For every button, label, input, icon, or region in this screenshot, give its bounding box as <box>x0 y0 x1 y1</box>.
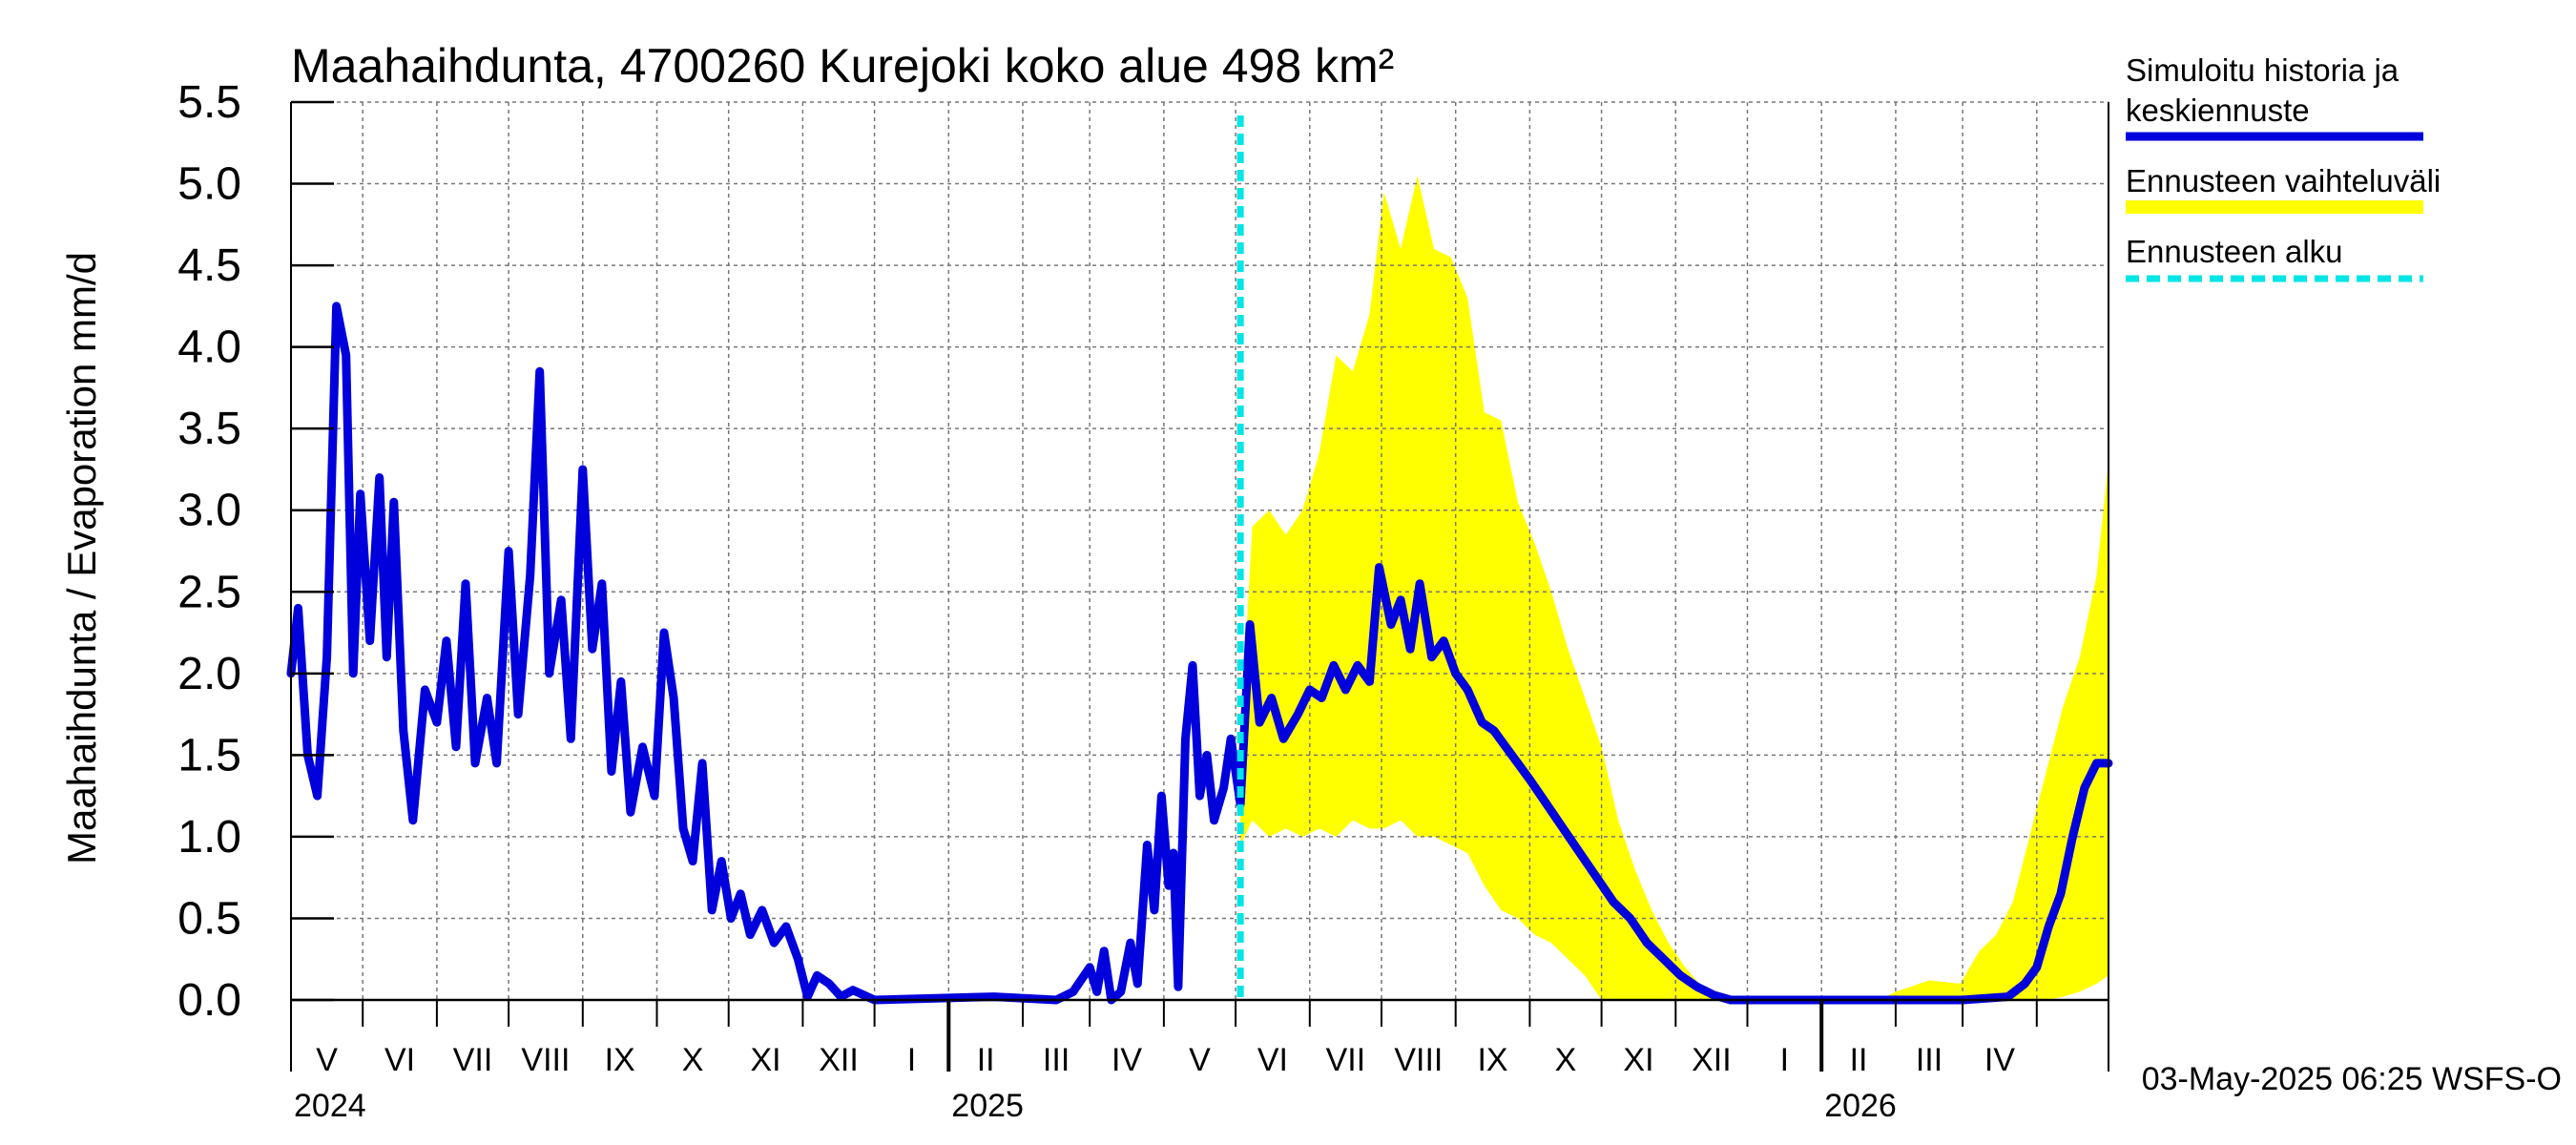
month-tick-label: VI <box>384 1042 415 1078</box>
year-label: 2026 <box>1824 1088 1897 1124</box>
month-tick-label: IV <box>1111 1042 1142 1078</box>
y-axis-label: Maahaihdunta / Evaporation mm/d <box>59 252 104 864</box>
month-tick-label: VIII <box>521 1042 570 1078</box>
month-tick-label: VII <box>1326 1042 1366 1078</box>
month-tick-label: VII <box>453 1042 493 1078</box>
legend-label-forecast-start: Ennusteen alku <box>2126 234 2343 269</box>
month-tick-label: IX <box>605 1042 635 1078</box>
month-tick-label: VI <box>1257 1042 1288 1078</box>
year-label: 2024 <box>294 1088 366 1124</box>
y-tick-label: 0.0 <box>177 975 241 1026</box>
month-tick-label: V <box>1189 1042 1211 1078</box>
month-tick-label: II <box>977 1042 995 1078</box>
y-tick-label: 0.5 <box>177 893 241 944</box>
month-tick-label: IX <box>1477 1042 1507 1078</box>
year-label: 2025 <box>951 1088 1024 1124</box>
y-tick-label: 5.5 <box>177 77 241 128</box>
grid-lines <box>290 101 2109 1001</box>
timestamp-label: 03-May-2025 06:25 WSFS-O <box>2142 1061 2562 1097</box>
legend: Simuloitu historia ja keskiennuste Ennuste… <box>2126 52 2441 282</box>
y-tick-label: 2.0 <box>177 649 241 699</box>
y-tick-label: 2.5 <box>177 567 241 617</box>
forecast-range-band <box>1240 176 2109 1000</box>
legend-label-simulated: Simuloitu historia ja <box>2126 52 2399 88</box>
month-tick-label: XI <box>750 1042 780 1078</box>
month-tick-label: V <box>316 1042 338 1078</box>
month-tick-label: XII <box>1692 1042 1732 1078</box>
axes <box>290 100 2109 1072</box>
y-tick-label: 3.0 <box>177 486 241 536</box>
month-tick-label: III <box>1916 1042 1942 1078</box>
chart-title: Maahaihdunta, 4700260 Kurejoki koko alue… <box>291 39 1394 93</box>
month-tick-label: IV <box>1984 1042 2015 1078</box>
month-tick-label: XI <box>1623 1042 1653 1078</box>
tick-labels: 0.00.51.01.52.02.53.03.54.04.55.05.5V VI V… <box>177 77 2015 1124</box>
month-tick-label: XII <box>819 1042 859 1078</box>
y-tick-label: 5.0 <box>177 159 241 210</box>
y-tick-label: 1.5 <box>177 730 241 781</box>
legend-label-simulated-cont: keskiennuste <box>2126 93 2310 128</box>
forecast-range-area <box>1240 176 2109 1000</box>
legend-label-range: Ennusteen vaihteluväli <box>2126 163 2441 198</box>
month-tick-label: X <box>682 1042 704 1078</box>
month-tick-label: I <box>907 1042 916 1078</box>
y-tick-label: 4.5 <box>177 240 241 291</box>
month-tick-label: VIII <box>1394 1042 1443 1078</box>
month-tick-label: X <box>1555 1042 1577 1078</box>
month-tick-label: I <box>1780 1042 1789 1078</box>
y-tick-label: 3.5 <box>177 404 241 454</box>
y-tick-label: 1.0 <box>177 812 241 863</box>
month-tick-label: II <box>1850 1042 1868 1078</box>
month-tick-label: III <box>1043 1042 1070 1078</box>
y-tick-label: 4.0 <box>177 323 241 373</box>
